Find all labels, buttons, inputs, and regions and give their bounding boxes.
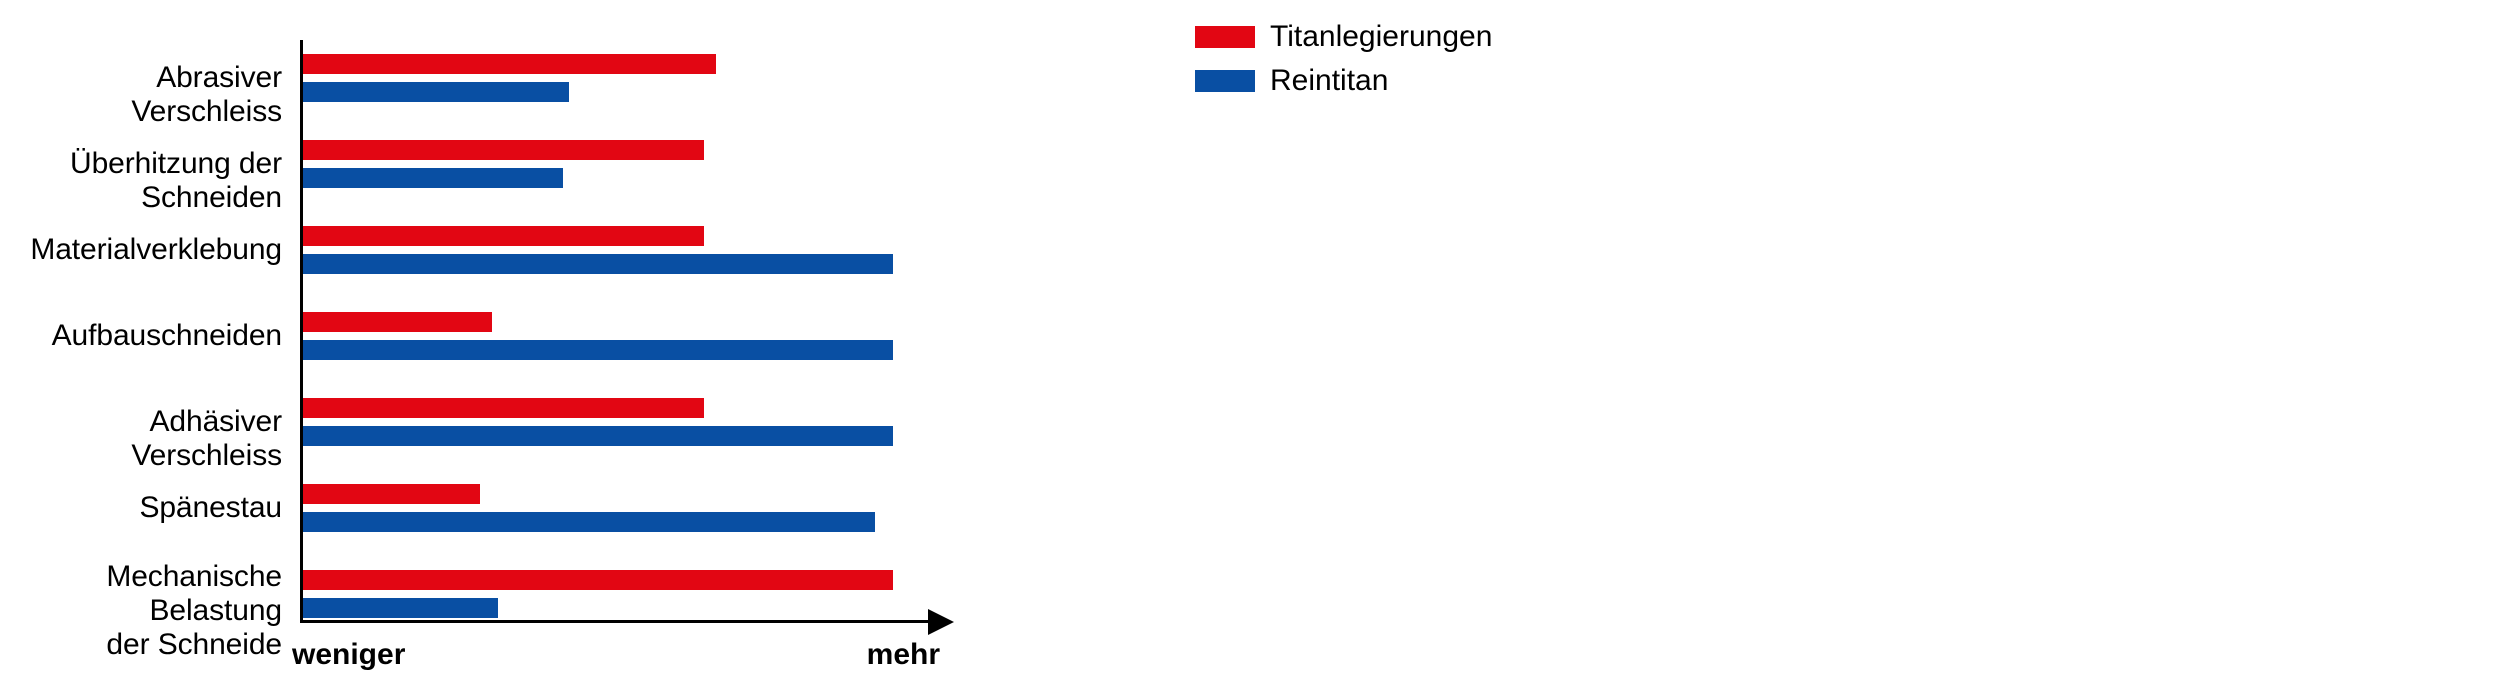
legend-swatch [1195, 70, 1255, 92]
category-label: Adhäsiver Verschleiss [0, 405, 282, 472]
x-axis-arrow [928, 609, 954, 635]
bar-pure_titan [303, 512, 875, 532]
legend-label: Reintitan [1270, 66, 1388, 96]
legend-label: Titanlegierungen [1270, 22, 1492, 52]
bar-titan_alloy [303, 570, 893, 590]
bar-pure_titan [303, 340, 893, 360]
bar-titan_alloy [303, 312, 492, 332]
bar-titan_alloy [303, 484, 480, 504]
category-label: Abrasiver Verschleiss [0, 61, 282, 128]
bar-pure_titan [303, 168, 563, 188]
wear-comparison-chart: weniger mehr Abrasiver Verschleiss Überhi… [0, 0, 2500, 692]
x-axis [300, 620, 930, 623]
bar-pure_titan [303, 598, 498, 618]
category-label: Mechanische Belastungder Schneide [0, 560, 282, 661]
category-label: Überhitzung der Schneiden [0, 147, 282, 214]
bar-pure_titan [303, 426, 893, 446]
bar-pure_titan [303, 82, 569, 102]
category-label: Materialverklebung [0, 233, 282, 267]
category-label: Aufbauschneiden [0, 319, 282, 353]
category-label: Spänestau [0, 491, 282, 525]
legend-swatch [1195, 26, 1255, 48]
bar-titan_alloy [303, 54, 716, 74]
bar-titan_alloy [303, 140, 704, 160]
bar-titan_alloy [303, 226, 704, 246]
x-axis-label-max: mehr [780, 638, 940, 672]
x-axis-label-min: weniger [292, 638, 405, 672]
bar-titan_alloy [303, 398, 704, 418]
bar-pure_titan [303, 254, 893, 274]
